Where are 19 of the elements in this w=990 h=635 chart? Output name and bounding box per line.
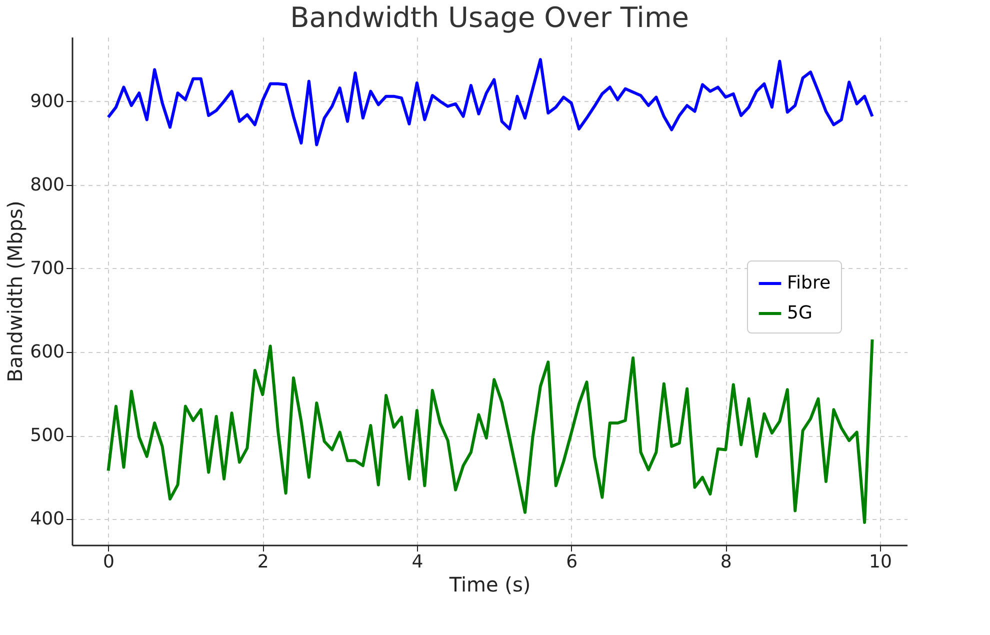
x-tick-label: 8 (720, 552, 732, 572)
x-tick-label: 10 (869, 552, 892, 572)
x-tick-label: 2 (257, 552, 269, 572)
chart-title: Bandwidth Usage Over Time (290, 1, 689, 34)
y-tick-label: 500 (30, 425, 64, 446)
x-tick-label: 0 (103, 552, 114, 572)
x-tick-label: 6 (566, 552, 578, 572)
y-tick-label: 900 (30, 90, 64, 112)
line-series (106, 58, 874, 146)
y-axis-title: Bandwidth (Mbps) (3, 200, 28, 382)
y-tick-label: 400 (30, 508, 64, 530)
line-series (106, 338, 874, 524)
y-tick-label: 700 (30, 258, 64, 279)
x-tick-label: 4 (412, 552, 424, 572)
legend-label: 5G (787, 302, 812, 324)
x-axis-title: Time (s) (448, 572, 531, 596)
legend-label: Fibre (787, 272, 831, 294)
y-tick-label: 600 (30, 341, 64, 362)
y-tick-label: 800 (30, 174, 64, 196)
